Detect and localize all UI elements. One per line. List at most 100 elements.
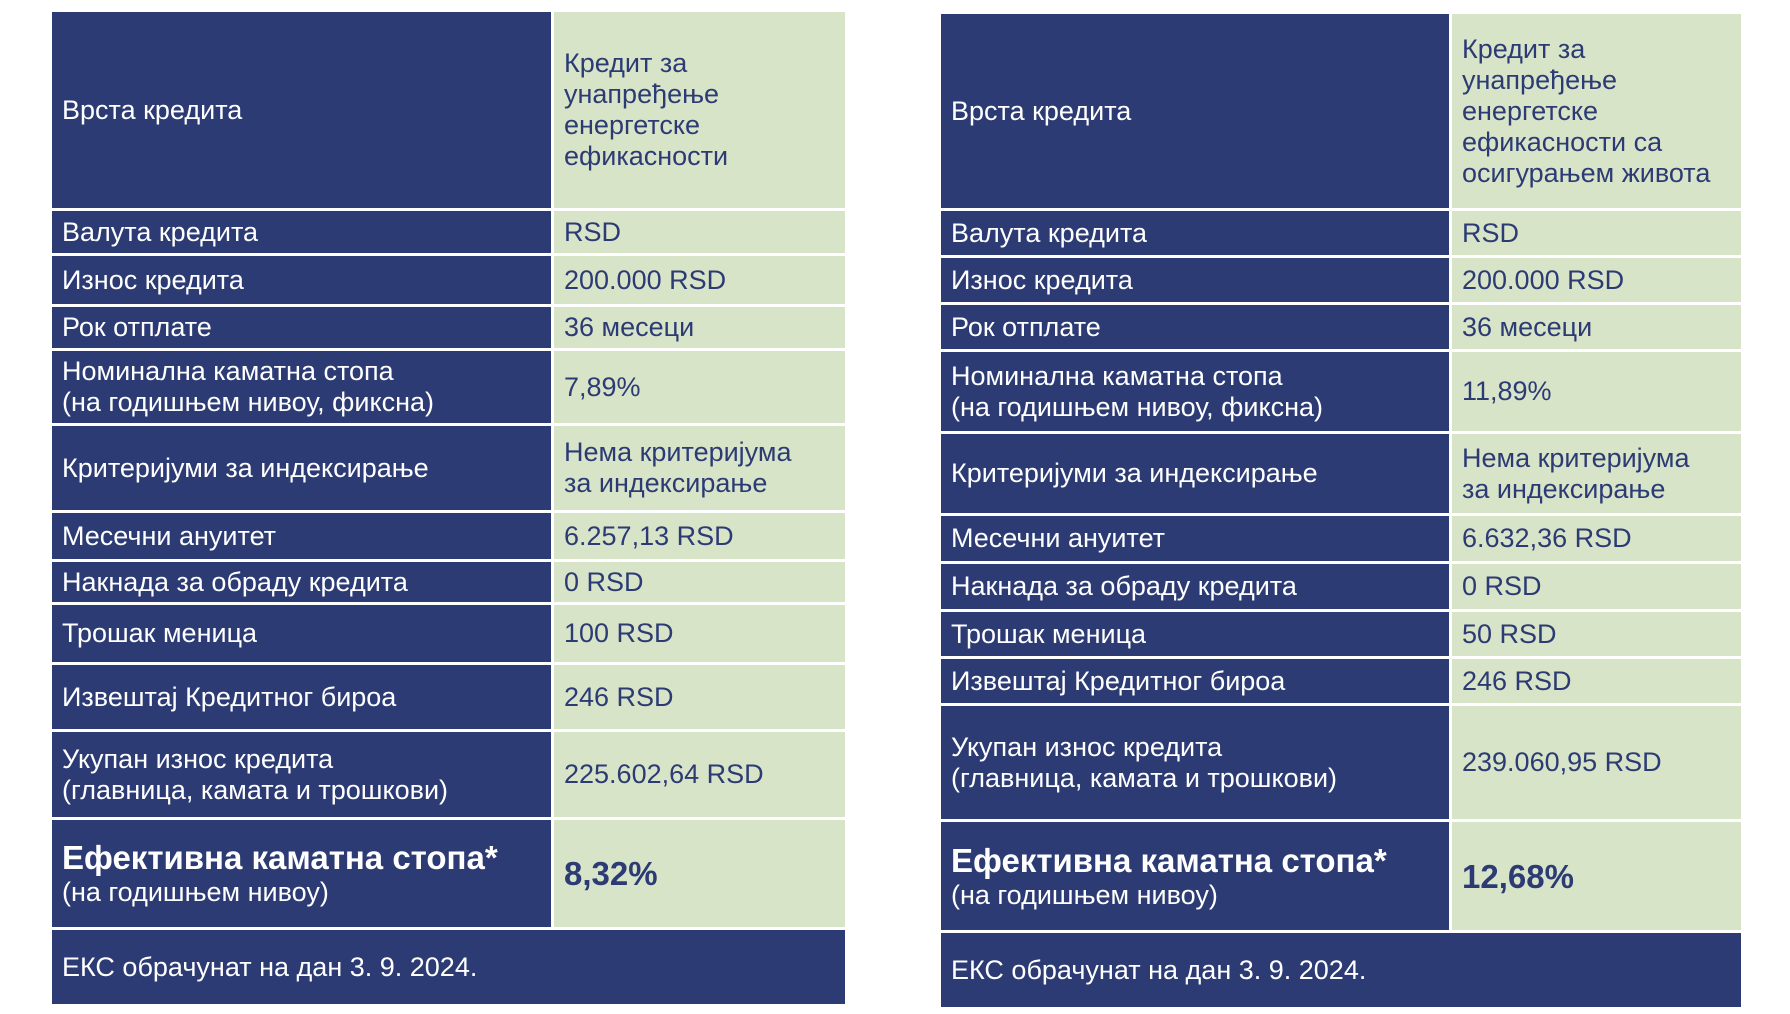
label-line: Укупан износ кредита — [951, 731, 1223, 762]
footer-row: ЕКС обрачунат на дан 3. 9. 2024. — [941, 933, 1741, 1007]
row-value: Кредит за унапређење енергетске ефикасно… — [554, 12, 845, 211]
value-line: енергетске — [564, 110, 701, 140]
table-row: Валута кредита RSD — [941, 211, 1741, 258]
row-value: 200.000 RSD — [554, 256, 845, 307]
row-value: 7,89% — [554, 351, 845, 426]
row-label: Накнада за обраду кредита — [941, 564, 1452, 612]
calculation-date-note: ЕКС обрачунат на дан 3. 9. 2024. — [941, 933, 1741, 1007]
label-line: Номинална каматна стопа — [62, 356, 394, 386]
value-line: Нема критеријума — [564, 437, 792, 467]
value-line: Нема критеријума — [1462, 442, 1690, 473]
row-label: Номинална каматна стопа (на годишњем нив… — [52, 351, 554, 426]
table-row: Месечни ануитет 6.632,36 RSD — [941, 516, 1741, 564]
footer-row: ЕКС обрачунат на дан 3. 9. 2024. — [52, 930, 845, 1004]
row-label: Врста кредита — [52, 12, 554, 211]
table-row: Рок отплате 36 месеци — [941, 305, 1741, 352]
table-row: Износ кредита 200.000 RSD — [941, 258, 1741, 305]
table-row: Износ кредита 200.000 RSD — [52, 256, 845, 307]
effective-rate-subtitle: (на годишњем нивоу) — [951, 879, 1218, 910]
row-value: 246 RSD — [554, 665, 845, 732]
table-row: Трошак меница 100 RSD — [52, 605, 845, 665]
effective-rate-title: Ефективна каматна стопа* — [62, 839, 498, 876]
row-value: Нема критеријума за индексирање — [554, 426, 845, 513]
row-label: Извештај Кредитног бироа — [52, 665, 554, 732]
calculation-date-note: ЕКС обрачунат на дан 3. 9. 2024. — [52, 930, 845, 1004]
table-row: Врста кредита Кредит за унапређење енерг… — [941, 14, 1741, 211]
row-value: Кредит за унапређење енергетске ефикасно… — [1452, 14, 1741, 211]
effective-rate-row: Ефективна каматна стопа* (на годишњем ни… — [52, 820, 845, 930]
table-row: Месечни ануитет 6.257,13 RSD — [52, 513, 845, 562]
table-row: Валута кредита RSD — [52, 211, 845, 256]
row-value: 36 месеци — [1452, 305, 1741, 352]
label-line: Номинална каматна стопа — [951, 360, 1283, 391]
row-value: RSD — [1452, 211, 1741, 258]
row-label: Укупан износ кредита (главница, камата и… — [941, 706, 1452, 822]
row-label: Износ кредита — [941, 258, 1452, 305]
loan-table-right: Врста кредита Кредит за унапређење енерг… — [941, 14, 1741, 1007]
effective-rate-label: Ефективна каматна стопа* (на годишњем ни… — [941, 822, 1452, 933]
value-line: Кредит за — [564, 48, 688, 78]
row-value: 0 RSD — [1452, 564, 1741, 612]
row-value: RSD — [554, 211, 845, 256]
value-line: ефикасности са — [1462, 126, 1663, 157]
effective-rate-subtitle: (на годишњем нивоу) — [62, 877, 329, 907]
label-line: (главница, камата и трошкови) — [62, 774, 449, 805]
row-label: Рок отплате — [941, 305, 1452, 352]
row-label: Врста кредита — [941, 14, 1452, 211]
value-line: за индексирање — [1462, 473, 1666, 504]
effective-rate-value: 12,68% — [1452, 822, 1741, 933]
row-value: 100 RSD — [554, 605, 845, 665]
effective-rate-label: Ефективна каматна стопа* (на годишњем ни… — [52, 820, 554, 930]
table-row: Укупан износ кредита (главница, камата и… — [941, 706, 1741, 822]
row-label: Износ кредита — [52, 256, 554, 307]
value-line: осигурањем живота — [1462, 157, 1711, 188]
table-row: Рок отплате 36 месеци — [52, 307, 845, 351]
row-label: Валута кредита — [941, 211, 1452, 258]
row-value: 11,89% — [1452, 352, 1741, 434]
row-label: Трошак меница — [52, 605, 554, 665]
row-value: 6.257,13 RSD — [554, 513, 845, 562]
label-line: (главница, камата и трошкови) — [951, 762, 1338, 793]
row-label: Накнада за обраду кредита — [52, 562, 554, 605]
table-row: Критеријуми за индексирање Нема критериј… — [941, 434, 1741, 516]
table-row: Извештај Кредитног бироа 246 RSD — [52, 665, 845, 732]
row-value: 239.060,95 RSD — [1452, 706, 1741, 822]
label-line: (на годишњем нивоу, фиксна) — [62, 387, 434, 417]
value-line: енергетске — [1462, 95, 1599, 126]
effective-rate-value: 8,32% — [554, 820, 845, 930]
row-value: 200.000 RSD — [1452, 258, 1741, 305]
row-value: Нема критеријума за индексирање — [1452, 434, 1741, 516]
row-label: Номинална каматна стопа (на годишњем нив… — [941, 352, 1452, 434]
effective-rate-row: Ефективна каматна стопа* (на годишњем ни… — [941, 822, 1741, 933]
row-value: 36 месеци — [554, 307, 845, 351]
row-label: Валута кредита — [52, 211, 554, 256]
table-row: Накнада за обраду кредита 0 RSD — [941, 564, 1741, 612]
table-row: Критеријуми за индексирање Нема критериј… — [52, 426, 845, 513]
row-value: 50 RSD — [1452, 612, 1741, 659]
row-label: Рок отплате — [52, 307, 554, 351]
table-row: Номинална каматна стопа (на годишњем нив… — [52, 351, 845, 426]
effective-rate-title: Ефективна каматна стопа* — [951, 841, 1387, 879]
table-row: Укупан износ кредита (главница, камата и… — [52, 732, 845, 820]
row-value: 6.632,36 RSD — [1452, 516, 1741, 564]
loan-table-left: Врста кредита Кредит за унапређење енерг… — [52, 12, 845, 1004]
table-row: Врста кредита Кредит за унапређење енерг… — [52, 12, 845, 211]
row-value: 0 RSD — [554, 562, 845, 605]
value-line: ефикасности — [564, 141, 729, 171]
table-row: Извештај Кредитног бироа 246 RSD — [941, 659, 1741, 706]
row-label: Месечни ануитет — [52, 513, 554, 562]
value-line: за индексирање — [564, 468, 768, 498]
row-label: Трошак меница — [941, 612, 1452, 659]
table-row: Трошак меница 50 RSD — [941, 612, 1741, 659]
table-row: Номинална каматна стопа (на годишњем нив… — [941, 352, 1741, 434]
table-row: Накнада за обраду кредита 0 RSD — [52, 562, 845, 605]
value-line: унапређење — [1462, 64, 1618, 95]
row-label: Извештај Кредитног бироа — [941, 659, 1452, 706]
label-line: (на годишњем нивоу, фиксна) — [951, 391, 1323, 422]
row-label: Укупан износ кредита (главница, камата и… — [52, 732, 554, 820]
row-value: 225.602,64 RSD — [554, 732, 845, 820]
value-line: Кредит за — [1462, 33, 1586, 64]
value-line: унапређење — [564, 79, 720, 109]
label-line: Укупан износ кредита — [62, 743, 334, 774]
